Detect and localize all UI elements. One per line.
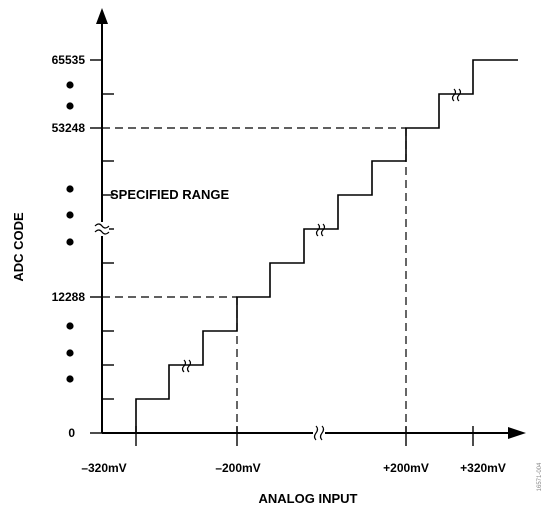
x-axis-ticks: [135, 426, 474, 446]
staircase-break-marks: [181, 88, 462, 373]
ellipsis-dots: [66, 81, 74, 383]
y-axis-ticks: [90, 59, 102, 434]
x-tick-label-pos320mv: +320mV: [460, 461, 506, 475]
x-tick-label-neg320mv: –320mV: [81, 461, 126, 475]
specified-range-label: SPECIFIED RANGE: [110, 187, 230, 202]
y-axis-title: ADC CODE: [11, 212, 26, 282]
transfer-staircase: [135, 59, 518, 433]
x-tick-label-pos200mv: +200mV: [383, 461, 429, 475]
x-axis-arrow: [508, 427, 526, 439]
y-axis-arrow: [96, 8, 108, 24]
x-tick-label-neg200mv: –200mV: [215, 461, 260, 475]
axes: [101, 20, 515, 434]
x-axis-break-mark: [313, 425, 325, 441]
y-tick-label-65535: 65535: [52, 53, 86, 67]
x-axis-title: ANALOG INPUT: [259, 491, 358, 506]
y-axis-break-mark: [94, 222, 110, 236]
y-minor-ticks: [102, 93, 114, 400]
y-tick-label-53248: 53248: [52, 121, 86, 135]
y-tick-label-12288: 12288: [52, 290, 86, 304]
y-tick-label-0: 0: [68, 426, 75, 440]
dashed-guides: [102, 127, 407, 433]
figure-id: 16571-004: [537, 462, 543, 491]
